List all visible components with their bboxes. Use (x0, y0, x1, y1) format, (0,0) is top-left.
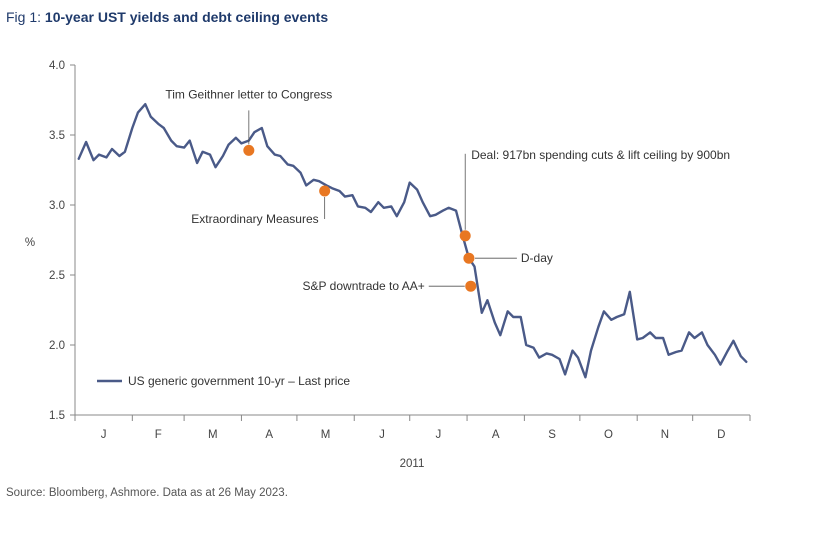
annotation-label: Deal: 917bn spending cuts & lift ceiling… (471, 148, 730, 162)
y-tick-label: 2.0 (49, 340, 65, 352)
annotation-4: D-day (463, 251, 553, 265)
figure-number: Fig 1: (6, 9, 45, 25)
annotation-5: S&P downtrade to AA+ (303, 279, 477, 293)
series-line-us-10yr (77, 103, 748, 379)
event-marker (465, 280, 477, 292)
figure-title: Fig 1: 10-year UST yields and debt ceili… (6, 9, 328, 25)
annotation-label: Tim Geithner letter to Congress (165, 87, 332, 101)
event-marker (459, 230, 471, 242)
event-marker (463, 252, 475, 264)
source-note: Source: Bloomberg, Ashmore. Data as at 2… (6, 487, 288, 499)
legend: US generic government 10-yr – Last price (97, 374, 350, 388)
axes (74, 65, 750, 416)
chart-title: 10-year UST yields and debt ceiling even… (44, 9, 329, 25)
x-tick-label: N (661, 429, 669, 441)
annotation-1: Tim Geithner letter to Congress (165, 87, 332, 156)
x-tick-label: A (265, 429, 273, 441)
y-axis-label: % (25, 237, 35, 249)
y-tick-label: 3.0 (49, 200, 65, 212)
x-tick-label: J (436, 429, 442, 441)
event-marker (319, 185, 331, 197)
x-tick-label: A (492, 429, 500, 441)
x-tick-label: D (717, 429, 725, 441)
x-tick-label: M (321, 429, 331, 441)
x-tick-label: S (548, 429, 556, 441)
x-tick-label: F (155, 429, 162, 441)
annotation-2: Extraordinary Measures (191, 185, 331, 226)
y-tick-label: 3.5 (49, 130, 65, 142)
x-axis-label: 2011 (400, 458, 425, 470)
legend-label: US generic government 10-yr – Last price (128, 374, 350, 388)
annotation-label: S&P downtrade to AA+ (303, 279, 425, 293)
annotation-label: D-day (521, 251, 553, 265)
annotation-label: Extraordinary Measures (191, 212, 318, 226)
x-tick-label: M (208, 429, 218, 441)
y-tick-label: 1.5 (49, 410, 65, 422)
y-tick-label: 4.0 (49, 60, 65, 72)
x-tick-label: O (604, 429, 613, 441)
annotations: Tim Geithner letter to Congress Extraordi… (165, 87, 730, 293)
x-tick-label: J (379, 429, 385, 441)
y-tick-label: 2.5 (49, 270, 65, 282)
event-marker (243, 144, 255, 156)
line-chart: 4.0 3.5 3.0 2.5 2.0 1.5 J F M A M J J A S O N D % 2011 T… (25, 60, 751, 470)
x-tick-label: J (101, 429, 107, 441)
annotation-3: Deal: 917bn spending cuts & lift ceiling… (459, 148, 730, 242)
y-axis-ticks: 4.0 3.5 3.0 2.5 2.0 1.5 (49, 60, 75, 422)
